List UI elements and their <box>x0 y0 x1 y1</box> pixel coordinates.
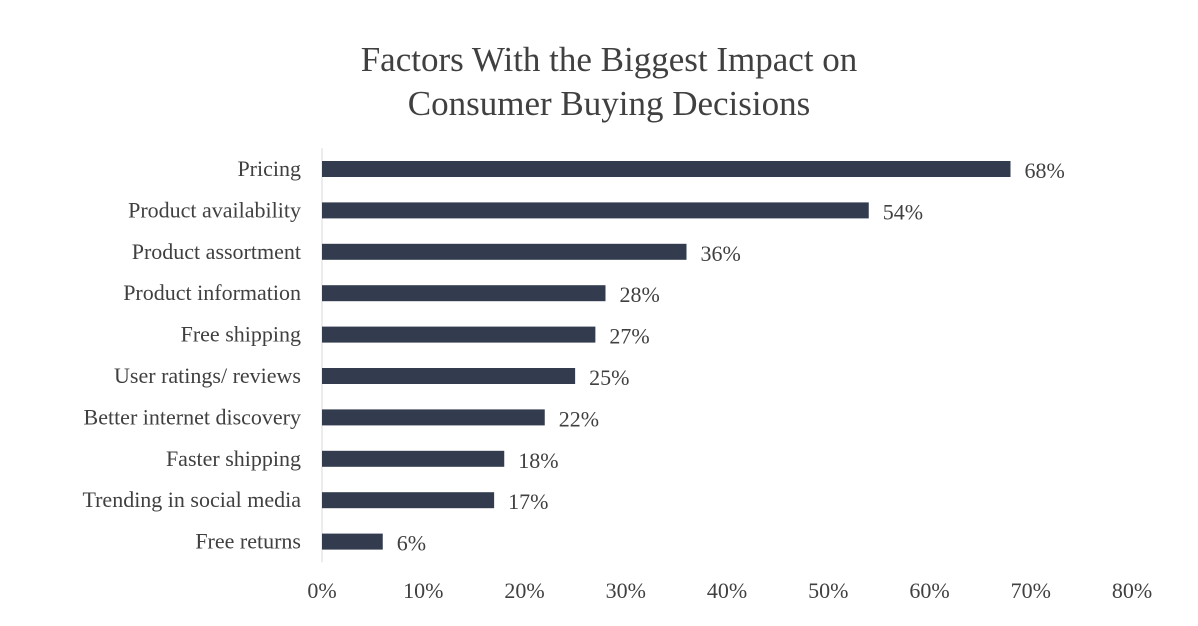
chart-title-line-1: Factors With the Biggest Impact on <box>360 40 858 79</box>
category-label: Trending in social media <box>82 487 301 512</box>
x-tick-label: 30% <box>606 578 646 603</box>
data-label: 27% <box>609 324 649 349</box>
category-label: User ratings/ reviews <box>114 363 301 388</box>
x-tick-label: 60% <box>909 578 949 603</box>
bar <box>322 492 495 509</box>
bar <box>322 409 545 426</box>
x-tick-label: 10% <box>403 578 443 603</box>
data-label: 68% <box>1025 158 1065 183</box>
data-label: 28% <box>620 282 660 307</box>
category-label: Pricing <box>237 156 301 181</box>
category-label: Faster shipping <box>166 446 301 471</box>
category-label: Product availability <box>128 197 301 222</box>
x-tick-label: 70% <box>1011 578 1051 603</box>
bar <box>322 285 606 302</box>
data-label: 6% <box>397 531 426 556</box>
data-label: 36% <box>701 241 741 266</box>
bar <box>322 161 1011 177</box>
x-tick-label: 40% <box>707 578 747 603</box>
bar <box>322 326 596 343</box>
category-label: Free returns <box>195 529 301 554</box>
data-label: 17% <box>508 489 548 514</box>
bar <box>322 450 505 467</box>
data-label: 25% <box>589 365 629 390</box>
x-tick-label: 0% <box>307 578 336 603</box>
chart-title-line-2: Consumer Buying Decisions <box>407 84 811 123</box>
category-label: Product information <box>123 280 301 305</box>
category-label: Better internet discovery <box>84 404 301 429</box>
chart-title: Factors With the Biggest Impact on Consu… <box>0 38 1198 126</box>
data-label: 22% <box>559 406 599 431</box>
bar <box>322 368 576 384</box>
bar <box>322 533 383 550</box>
category-label: Free shipping <box>181 322 301 347</box>
x-tick-label: 50% <box>808 578 848 603</box>
category-label: Product assortment <box>132 239 301 264</box>
data-label: 18% <box>518 448 558 473</box>
bar <box>322 243 687 260</box>
bar <box>322 202 869 219</box>
x-tick-label: 80% <box>1112 578 1152 603</box>
x-tick-label: 20% <box>504 578 544 603</box>
data-label: 54% <box>883 199 923 224</box>
